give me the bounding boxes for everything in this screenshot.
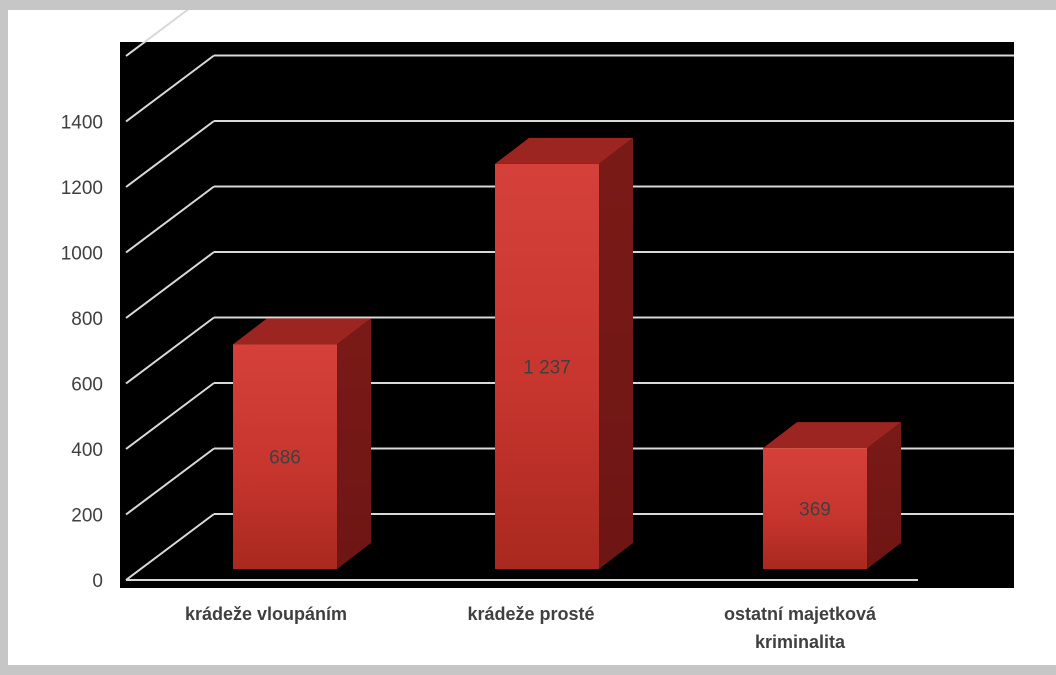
category-label: ostatní majetková [724, 604, 877, 624]
bar [233, 344, 337, 569]
bar-side [337, 318, 371, 569]
bar-top [233, 318, 371, 345]
chart-frame: 0 200 400 600 800 1000 1200 1400 686 1 237 369 krád… [8, 10, 1056, 665]
category-label: krádeže prosté [467, 604, 594, 624]
y-tick-label: 400 [71, 440, 103, 461]
gridline-side [125, 382, 215, 450]
gridline-side [125, 513, 215, 581]
bar-side [867, 422, 901, 569]
y-tick-label: 1000 [61, 244, 103, 265]
y-tick-label: 0 [92, 571, 103, 592]
y-tick-label: 800 [71, 309, 103, 330]
data-label: 686 [269, 448, 301, 469]
gridline-side [125, 120, 215, 188]
bar-top [763, 422, 901, 449]
column-chart-3d: 0 200 400 600 800 1000 1200 1400 686 1 237 369 krád… [61, 10, 1014, 652]
y-tick-label: 200 [71, 506, 103, 527]
data-label: 369 [799, 500, 831, 521]
gridline-side [125, 251, 215, 319]
bar [495, 163, 599, 569]
bar-top [495, 137, 633, 164]
gridline-side [125, 447, 215, 516]
gridline-side [125, 10, 189, 57]
bar-side [599, 137, 633, 569]
category-label: krádeže vloupáním [185, 604, 347, 624]
y-tick-label: 1200 [61, 178, 103, 199]
data-label: 1 237 [523, 357, 571, 378]
gridline-side [125, 316, 215, 385]
y-tick-label: 1400 [61, 113, 103, 134]
bar [763, 448, 867, 569]
gridline-side [125, 54, 215, 123]
gridline-side [125, 185, 215, 254]
y-tick-label: 600 [71, 375, 103, 396]
category-label: kriminalita [755, 632, 846, 652]
